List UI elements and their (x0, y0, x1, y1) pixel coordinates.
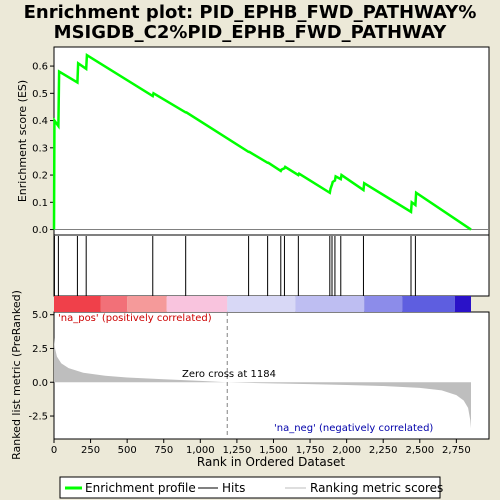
x-tick-label: 2,500 (405, 445, 434, 456)
legend-es-label: Enrichment profile (85, 481, 196, 495)
es-y-tick-label: 0.3 (32, 143, 48, 154)
legend-metric-label: Ranking metric scores (310, 481, 443, 495)
ranking-metric-area (54, 337, 471, 429)
x-tick-label: 0 (51, 445, 57, 456)
color-bar-segment (364, 296, 403, 312)
color-bar-segment (295, 296, 365, 312)
metric-y-tick-label: -2.5 (28, 412, 48, 423)
color-bar-segment (227, 296, 296, 312)
es-y-tick-label: 0.6 (32, 62, 48, 73)
es-y-tick-label: 0.4 (32, 116, 48, 127)
chart-title-line1: Enrichment plot: PID_EPHB_FWD_PATHWAY% (23, 2, 477, 23)
enrichment-profile-line (52, 52, 472, 231)
rank-color-bar (54, 296, 471, 312)
x-tick-label: 250 (81, 445, 100, 456)
x-tick-label: 1,750 (296, 445, 325, 456)
neg-label: 'na_neg' (negatively correlated) (274, 423, 433, 434)
hits-panel (53, 234, 490, 297)
metric-y-tick-label: 0.0 (32, 378, 48, 389)
es-y-tick-label: 0.1 (32, 198, 48, 209)
color-bar-segment (100, 296, 128, 312)
x-tick-label: 750 (154, 445, 173, 456)
x-tick-label: 2,750 (442, 445, 471, 456)
color-bar-segment (54, 296, 101, 312)
metric-panel (53, 311, 490, 440)
es-y-tick-label: 0.2 (32, 171, 48, 182)
x-tick-label: 1,500 (259, 445, 288, 456)
metric-y-tick-label: 2.5 (32, 344, 48, 355)
chart-title-line2: MSIGDB_C2%PID_EPHB_FWD_PATHWAY (53, 22, 447, 43)
hit-markers (53, 236, 416, 296)
legend-hit-label: Hits (222, 481, 245, 495)
metric-y-tick-label: 5.0 (32, 310, 48, 321)
x-tick-label: 1,250 (223, 445, 252, 456)
zero-cross-label: Zero cross at 1184 (182, 369, 276, 380)
es-y-tick-label: 0.5 (32, 89, 48, 100)
metric-y-ticks: 5.0 2.5 0.0 -2.5 (28, 310, 54, 423)
x-axis-label: Rank in Ordered Dataset (197, 455, 345, 469)
x-ticks: 0 250 500 750 1,000 1,250 1,500 1,750 2,000 2,250… (51, 439, 471, 456)
color-bar-segment (402, 296, 455, 312)
color-bar-segment (454, 296, 471, 312)
x-tick-label: 1,000 (186, 445, 215, 456)
es-y-ticks: 0.0 0.1 0.2 0.3 0.4 0.5 0.6 (32, 62, 54, 236)
legend-box (59, 476, 441, 499)
pos-label: 'na_pos' (positively correlated) (58, 313, 212, 324)
metric-y-axis-label: Ranked list metric (PreRanked) (10, 290, 23, 460)
es-y-tick-label: 0.0 (32, 225, 48, 236)
x-tick-label: 2,250 (369, 445, 398, 456)
color-bar-segment (166, 296, 228, 312)
es-y-axis-label: Enrichment score (ES) (16, 80, 29, 202)
color-bar-segment (127, 296, 167, 312)
x-tick-label: 500 (118, 445, 137, 456)
x-tick-label: 2,000 (332, 445, 361, 456)
